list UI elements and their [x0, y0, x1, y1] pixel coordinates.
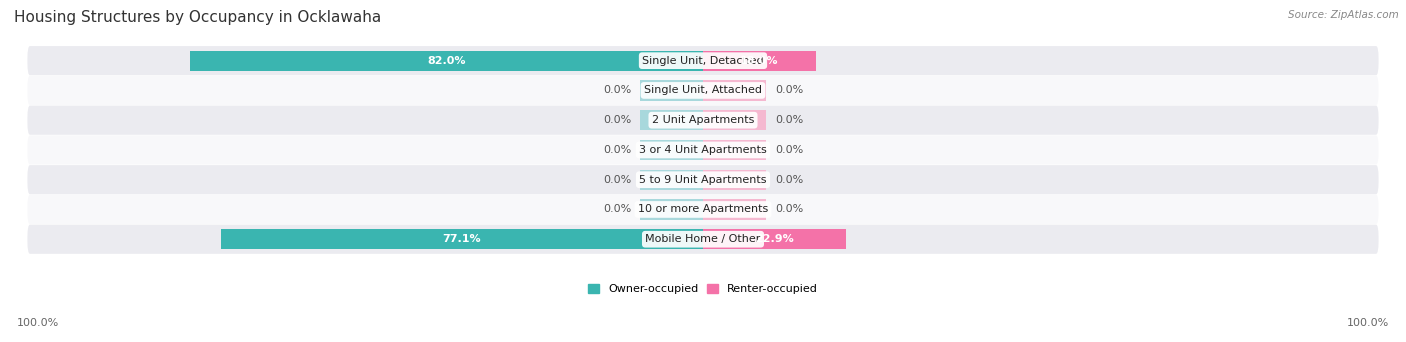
FancyBboxPatch shape: [28, 225, 1378, 254]
Text: 77.1%: 77.1%: [443, 234, 481, 244]
Bar: [703, 170, 765, 190]
Text: 100.0%: 100.0%: [17, 318, 59, 328]
Text: 10 or more Apartments: 10 or more Apartments: [638, 205, 768, 214]
Text: 100.0%: 100.0%: [1347, 318, 1389, 328]
FancyBboxPatch shape: [28, 135, 1378, 165]
Bar: [703, 199, 765, 220]
Bar: [641, 140, 703, 160]
Text: 0.0%: 0.0%: [603, 86, 631, 95]
Bar: [221, 229, 703, 249]
Text: 0.0%: 0.0%: [775, 205, 803, 214]
Bar: [641, 80, 703, 101]
Bar: [703, 110, 765, 130]
Bar: [190, 51, 703, 71]
Text: Source: ZipAtlas.com: Source: ZipAtlas.com: [1288, 10, 1399, 20]
Bar: [703, 140, 765, 160]
Bar: [641, 110, 703, 130]
Bar: [703, 229, 846, 249]
Text: 82.0%: 82.0%: [427, 56, 465, 66]
Text: 3 or 4 Unit Apartments: 3 or 4 Unit Apartments: [640, 145, 766, 155]
Text: 0.0%: 0.0%: [775, 115, 803, 125]
FancyBboxPatch shape: [28, 46, 1378, 75]
Text: Single Unit, Detached: Single Unit, Detached: [643, 56, 763, 66]
Bar: [703, 80, 765, 101]
Text: 0.0%: 0.0%: [775, 145, 803, 155]
FancyBboxPatch shape: [28, 76, 1378, 105]
Text: 5 to 9 Unit Apartments: 5 to 9 Unit Apartments: [640, 175, 766, 185]
Text: 2 Unit Apartments: 2 Unit Apartments: [652, 115, 754, 125]
Text: 0.0%: 0.0%: [603, 175, 631, 185]
Bar: [641, 170, 703, 190]
Text: Single Unit, Attached: Single Unit, Attached: [644, 86, 762, 95]
Bar: [703, 51, 815, 71]
Text: 0.0%: 0.0%: [603, 205, 631, 214]
Text: Mobile Home / Other: Mobile Home / Other: [645, 234, 761, 244]
Text: 0.0%: 0.0%: [603, 115, 631, 125]
Legend: Owner-occupied, Renter-occupied: Owner-occupied, Renter-occupied: [588, 284, 818, 294]
FancyBboxPatch shape: [28, 165, 1378, 194]
FancyBboxPatch shape: [28, 195, 1378, 224]
FancyBboxPatch shape: [28, 106, 1378, 135]
Text: Housing Structures by Occupancy in Ocklawaha: Housing Structures by Occupancy in Ockla…: [14, 10, 381, 25]
Text: 0.0%: 0.0%: [775, 86, 803, 95]
Text: 0.0%: 0.0%: [603, 145, 631, 155]
Text: 18.0%: 18.0%: [740, 56, 779, 66]
Bar: [641, 199, 703, 220]
Text: 0.0%: 0.0%: [775, 175, 803, 185]
Text: 22.9%: 22.9%: [755, 234, 794, 244]
